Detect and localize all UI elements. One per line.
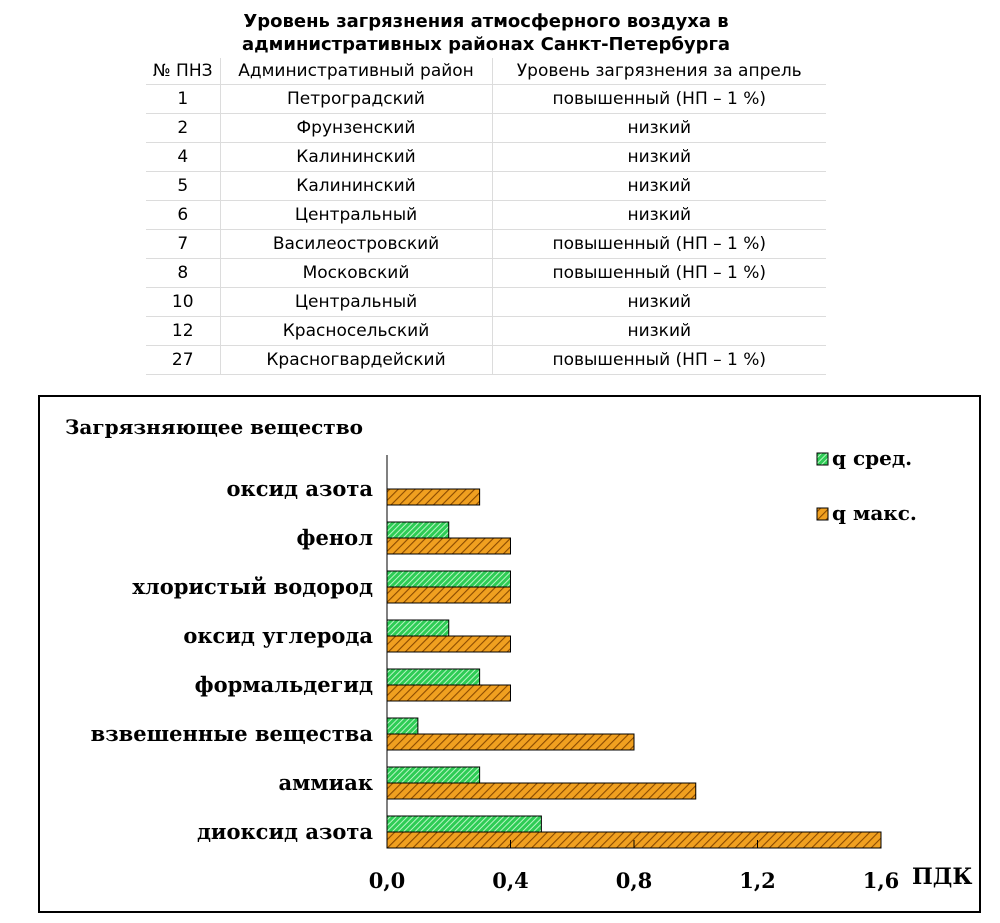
bar-q-max (386, 733, 635, 751)
chart-category-labels: оксид азота фенол хлористый водород оксид у… (91, 476, 374, 844)
table-row: 4 Калининский низкий (146, 142, 827, 172)
cell-station-number: 1 (146, 84, 221, 114)
bar-q-max (386, 586, 511, 604)
bar-q-max (386, 488, 481, 506)
category-label: хлористый водород (132, 574, 373, 599)
table-title: Уровень загрязнения атмосферного воздуха… (146, 8, 826, 58)
cell-station-number: 7 (146, 229, 221, 259)
header-station-number: № ПНЗ (146, 58, 221, 85)
cell-district: Калининский (220, 171, 493, 201)
chart-bars (386, 488, 882, 849)
cell-district: Красносельский (220, 316, 493, 346)
cell-district: Василеостровский (220, 229, 493, 259)
table-row: 6 Центральный низкий (146, 200, 827, 230)
cell-district: Красногвардейский (220, 345, 493, 375)
x-tick-label: 0,4 (492, 868, 529, 893)
bar-q-avg (386, 570, 511, 588)
table-title-line1: Уровень загрязнения атмосферного воздуха… (243, 11, 729, 32)
table-row: 10 Центральный низкий (146, 287, 827, 317)
table-row: 5 Калининский низкий (146, 171, 827, 201)
pollution-table: Уровень загрязнения атмосферного воздуха… (146, 8, 827, 375)
bar-q-avg (386, 766, 481, 784)
cell-pollution-level: повышенный (НП – 1 %) (492, 345, 827, 375)
category-label: оксид азота (227, 476, 374, 501)
bar-q-max (386, 684, 511, 702)
table-title-line2: административных районах Санкт-Петербург… (241, 34, 731, 55)
legend-swatch-q-avg (816, 452, 829, 466)
bar-q-avg (386, 521, 450, 539)
category-label: формальдегид (195, 672, 373, 697)
table-row: 1 Петроградский повышенный (НП – 1 %) (146, 84, 827, 114)
bar-q-avg (386, 815, 542, 833)
pollution-table-container: Уровень загрязнения атмосферного воздуха… (146, 8, 827, 375)
bar-q-max (386, 537, 511, 555)
cell-pollution-level: повышенный (НП – 1 %) (492, 258, 827, 288)
cell-pollution-level: низкий (492, 142, 827, 172)
x-tick-label: 1,2 (739, 868, 776, 893)
table-body: 1 Петроградский повышенный (НП – 1 %) 2 Фрун… (146, 84, 827, 375)
bar-q-max (386, 635, 511, 653)
cell-station-number: 2 (146, 113, 221, 143)
category-label: аммиак (279, 770, 373, 795)
chart-y-axis-title: Загрязняющее вещество (65, 415, 363, 439)
cell-district: Петроградский (220, 84, 493, 114)
legend-swatch-q-max (816, 507, 829, 521)
cell-pollution-level: повышенный (НП – 1 %) (492, 229, 827, 259)
table-row: 2 Фрунзенский низкий (146, 113, 827, 143)
cell-station-number: 27 (146, 345, 221, 375)
header-district: Административный район (220, 58, 493, 85)
table-row: 12 Красносельский низкий (146, 316, 827, 346)
table-row: 7 Василеостровский повышенный (НП – 1 %) (146, 229, 827, 259)
cell-station-number: 8 (146, 258, 221, 288)
cell-pollution-level: низкий (492, 287, 827, 317)
chart-canvas: Загрязняющее вещество q сред. q макс. окс… (65, 415, 972, 893)
cell-station-number: 10 (146, 287, 221, 317)
table-row: 8 Московский повышенный (НП – 1 %) (146, 258, 827, 288)
chart-x-axis-title: ПДК (912, 864, 972, 890)
x-tick-label: 1,6 (863, 868, 900, 893)
cell-district: Центральный (220, 287, 493, 317)
cell-pollution-level: низкий (492, 316, 827, 346)
legend-label-q-max: q макс. (832, 501, 917, 525)
cell-district: Центральный (220, 200, 493, 230)
x-tick-label: 0,0 (369, 868, 406, 893)
category-label: фенол (297, 525, 374, 550)
cell-pollution-level: повышенный (НП – 1 %) (492, 84, 827, 114)
pollutant-chart: Загрязняющее вещество q сред. q макс. окс… (38, 395, 981, 913)
legend-label-q-avg: q сред. (832, 446, 912, 470)
bar-q-max (386, 782, 697, 800)
bar-q-avg (386, 619, 450, 637)
cell-pollution-level: низкий (492, 200, 827, 230)
cell-district: Калининский (220, 142, 493, 172)
chart-legend: q сред. q макс. (816, 446, 917, 525)
category-label: взвешенные вещества (91, 721, 374, 746)
cell-station-number: 4 (146, 142, 221, 172)
category-label: диоксид азота (197, 819, 373, 844)
cell-pollution-level: низкий (492, 171, 827, 201)
cell-district: Московский (220, 258, 493, 288)
cell-station-number: 12 (146, 316, 221, 346)
x-tick-label: 0,8 (616, 868, 653, 893)
category-label: оксид углерода (183, 623, 373, 648)
chart-x-axis: 0,0 0,4 0,8 1,2 1,6 (369, 455, 900, 893)
bar-q-avg (386, 668, 481, 686)
header-pollution-level: Уровень загрязнения за апрель (492, 58, 827, 85)
cell-station-number: 6 (146, 200, 221, 230)
table-row: 27 Красногвардейский повышенный (НП – 1 %) (146, 345, 827, 375)
cell-pollution-level: низкий (492, 113, 827, 143)
cell-station-number: 5 (146, 171, 221, 201)
cell-district: Фрунзенский (220, 113, 493, 143)
bar-q-avg (386, 717, 419, 735)
